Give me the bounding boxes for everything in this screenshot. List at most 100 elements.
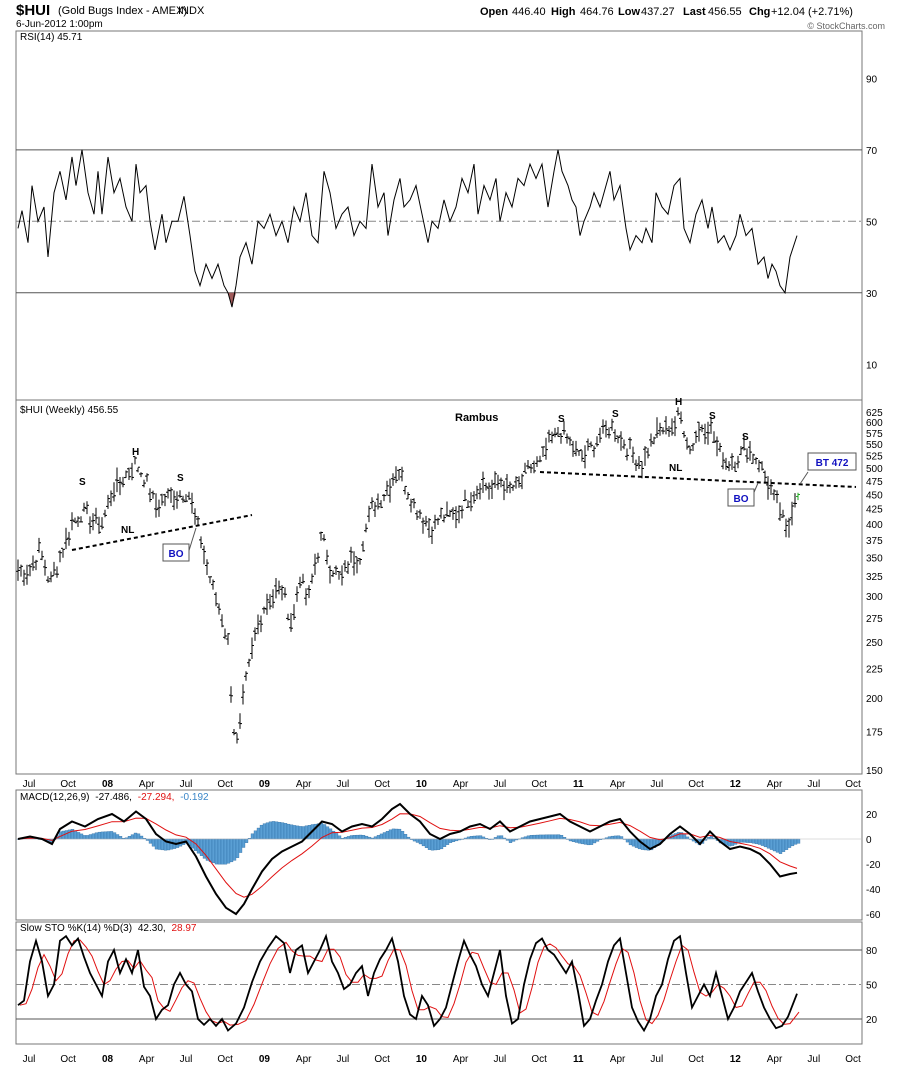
annotation-h: H (132, 447, 139, 458)
macd-histogram-bar (355, 834, 360, 840)
macd-histogram-bar (289, 824, 294, 840)
macd-ticks: 20 0 -20 -40 -60 (866, 810, 881, 921)
time-axis-label: Jul (494, 1054, 507, 1065)
rsi-tick-label: 30 (866, 289, 878, 300)
macd-histogram-bar (751, 838, 756, 844)
macd-histogram-bar (685, 836, 690, 840)
time-axis-label: Apr (453, 1054, 469, 1065)
macd-histogram-bar (766, 838, 771, 849)
time-axis-label: Jul (807, 779, 820, 790)
macd-histogram-bar (217, 838, 222, 865)
high-label: High (551, 6, 576, 18)
sto-tick-label: 20 (866, 1015, 878, 1026)
macd-histogram-bar (616, 835, 621, 840)
macd-histogram-bar (613, 835, 618, 840)
rsi-line (17, 149, 798, 308)
macd-histogram-bar (610, 835, 615, 840)
annotation-s: S (612, 409, 619, 420)
price-tick-label: 500 (866, 464, 883, 475)
macd-histogram-bar (451, 838, 456, 842)
macd-histogram-bar (595, 838, 600, 842)
macd-histogram-bar (454, 838, 459, 842)
macd-histogram-bar (775, 838, 780, 853)
annotation-s: S (177, 473, 184, 484)
macd-histogram-bar (559, 835, 564, 840)
macd-histogram-bar (241, 838, 246, 848)
macd-histogram-bar (337, 835, 342, 840)
macd-histogram-bar (742, 838, 747, 843)
macd-tick-label: -40 (866, 885, 881, 896)
sto-d-line (19, 939, 800, 1026)
price-tick-label: 250 (866, 638, 883, 649)
macd-histogram-bar (739, 838, 744, 843)
macd-histogram-bar (118, 836, 123, 840)
sto-tick-label: 50 (866, 981, 878, 992)
annotation-s: S (558, 414, 565, 425)
macd-histogram-bar (97, 831, 102, 840)
macd-histogram-bar (532, 834, 537, 840)
rsi-tick-label: 70 (866, 146, 878, 157)
sto-title: Slow STO %K(14) %D(3) 42.30, 28.97 (20, 923, 197, 934)
high-value: 464.76 (580, 6, 614, 18)
time-axis-label: Oct (217, 779, 233, 790)
macd-histogram-bar (439, 838, 444, 850)
macd-histogram-bar (166, 838, 171, 851)
macd-histogram-bar (574, 838, 579, 843)
time-axis-label: Oct (845, 779, 861, 790)
time-axis-label: 12 (730, 1054, 742, 1065)
price-tick-label: 375 (866, 536, 883, 547)
macd-histogram-bar (112, 832, 117, 840)
macd-histogram-bar (526, 835, 531, 840)
macd-histogram-bar (583, 838, 588, 845)
time-axis-top: Jul Oct 08 Apr Jul Oct 09 Apr Jul Oct 10 Apr Jul Oct 1… (23, 779, 861, 790)
macd-signal-value: -27.294, (138, 792, 175, 803)
time-axis-label: Oct (531, 779, 547, 790)
macd-histogram-bar (361, 835, 366, 840)
time-axis-label: Oct (845, 1054, 861, 1065)
macd-histogram-bar (283, 823, 288, 840)
macd-histogram-bar (448, 838, 453, 843)
time-axis-label: 11 (573, 1054, 584, 1065)
macd-histogram-bar (79, 833, 84, 840)
macd-histogram-bar (250, 833, 255, 840)
time-axis-label: 10 (416, 779, 428, 790)
macd-histogram-bar (85, 835, 90, 840)
price-tick-label: 150 (866, 766, 883, 777)
macd-tick-label: -20 (866, 860, 881, 871)
macd-histogram-bar (631, 838, 636, 847)
macd-histogram-bar (94, 832, 99, 840)
macd-histogram-bar (349, 835, 354, 840)
price-bars (16, 407, 800, 744)
macd-histogram-bar (76, 832, 81, 840)
sto-tick-label: 80 (866, 946, 878, 957)
macd-histogram-bar (157, 838, 162, 850)
time-axis-label: Jul (494, 779, 507, 790)
time-axis-label: Apr (296, 1054, 312, 1065)
macd-histogram-bar (499, 835, 504, 840)
macd-histogram-bar (136, 833, 141, 840)
macd-histogram-bar (580, 838, 585, 845)
macd-histogram-bar (199, 838, 204, 856)
macd-histogram-bar (556, 834, 561, 840)
macd-histogram-bar (115, 834, 120, 840)
macd-histogram-bar (757, 838, 762, 845)
macd-histogram-bar (133, 832, 138, 840)
macd-histogram-bar (100, 831, 105, 840)
time-axis-label: 08 (102, 779, 114, 790)
rsi-panel: 90 70 50 30 10 RSI(14) 45.71 (15, 30, 878, 401)
time-axis-label: Jul (650, 779, 663, 790)
time-axis-label: 11 (573, 779, 584, 790)
macd-histogram (16, 821, 862, 865)
macd-histogram-bar (130, 834, 135, 840)
macd-histogram-bar (682, 834, 687, 840)
macd-histogram-bar (220, 838, 225, 865)
macd-histogram-bar (481, 836, 486, 840)
macd-histogram-bar (223, 838, 228, 865)
macd-histogram-bar (385, 831, 390, 840)
time-axis-label: 12 (730, 779, 742, 790)
macd-histogram-bar (427, 838, 432, 850)
low-value: 437.27 (641, 6, 675, 18)
time-axis-label: Apr (610, 1054, 626, 1065)
macd-tick-label: 0 (866, 835, 872, 846)
macd-histogram-bar (88, 834, 93, 840)
